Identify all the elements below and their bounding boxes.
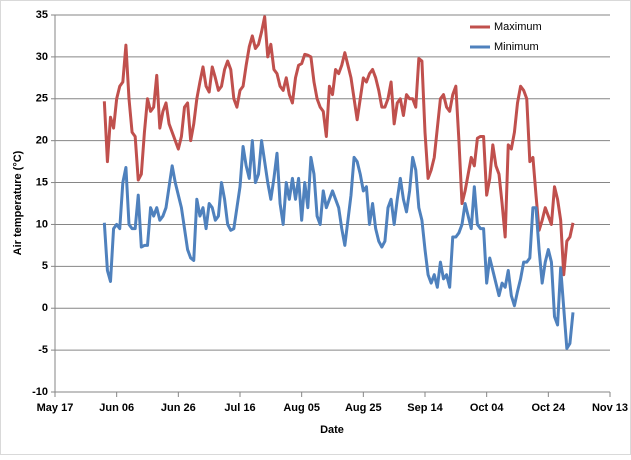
x-tick-label: Jun 06 xyxy=(99,402,134,414)
x-tick-label: Sep 14 xyxy=(407,402,443,414)
x-tick-label: Aug 25 xyxy=(345,402,382,414)
y-tick-label: 0 xyxy=(42,302,48,314)
x-tick-label: Jun 26 xyxy=(161,402,196,414)
x-tick-label: Aug 05 xyxy=(283,402,320,414)
y-tick-label: 20 xyxy=(36,135,48,147)
x-tick-label: Nov 13 xyxy=(592,402,628,414)
y-tick-label: 30 xyxy=(36,51,48,63)
x-tick-label: Jul 16 xyxy=(224,402,255,414)
y-tick-label: -5 xyxy=(38,344,48,356)
x-tick-label: Oct 24 xyxy=(532,402,567,414)
x-axis-title: Date xyxy=(320,424,344,436)
y-tick-label: 10 xyxy=(36,218,48,230)
legend-label: Minimum xyxy=(494,41,539,53)
y-tick-label: 35 xyxy=(36,9,48,21)
x-tick-label: May 17 xyxy=(37,402,74,414)
legend-label: Maximum xyxy=(494,21,542,33)
series-line xyxy=(102,139,575,350)
y-tick-label: 5 xyxy=(42,260,48,272)
x-tick-label: Oct 04 xyxy=(470,402,505,414)
y-axis-title: Air temperature (°C) xyxy=(12,150,24,255)
y-tick-label: 15 xyxy=(36,176,48,188)
series-line xyxy=(102,15,575,277)
y-tick-label: 25 xyxy=(36,93,48,105)
y-tick-label: -10 xyxy=(32,386,48,398)
